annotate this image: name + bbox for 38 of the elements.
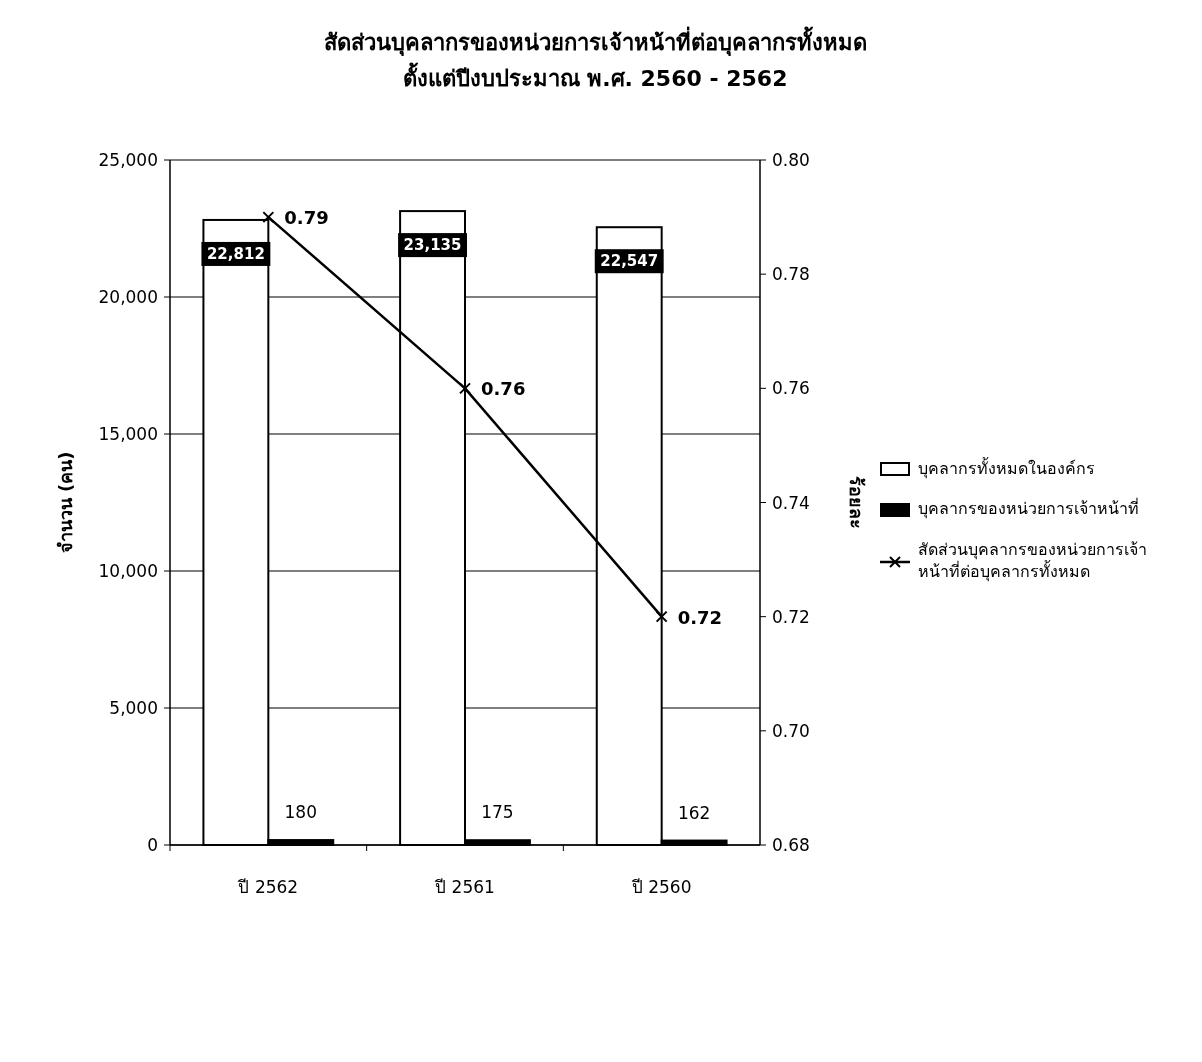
y-tick-label: 25,000 (98, 150, 158, 170)
chart-subtitle: ตั้งแต่ปีงบประมาณ พ.ศ. 2560 - 2562 (402, 62, 788, 91)
y2-tick-label: 0.68 (772, 835, 810, 855)
y2-axis-title: ร้อยละ (846, 476, 867, 529)
y2-tick-label: 0.76 (772, 378, 810, 399)
y-tick-label: 20,000 (98, 287, 158, 307)
y-tick-label: 5,000 (109, 698, 158, 718)
x-tick-label: ปี 2562 (237, 877, 299, 897)
y2-tick-label: 0.80 (772, 150, 810, 170)
data-label: 0.76 (481, 378, 526, 400)
data-label: 0.72 (677, 606, 723, 628)
data-label: 0.79 (284, 207, 329, 229)
y-tick-label: 0 (147, 835, 158, 855)
x-tick-label: ปี 2561 (434, 877, 495, 897)
x-tick-label: ปี 2560 (630, 877, 692, 897)
data-label: 22,547 (600, 252, 659, 271)
legend-label: สัดส่วนบุคลากรของหน่วยการเจ้าหน้าที่ต่อบุคลากรทั้งหมด (918, 538, 1148, 584)
y-tick-label: 15,000 (98, 424, 158, 444)
y2-tick-label: 0.74 (772, 492, 810, 513)
legend-label: บุคลากรของหน่วยการเจ้าหน้าที่ (918, 498, 1140, 521)
y-tick-label: 10,000 (98, 561, 158, 581)
y2-tick-label: 0.70 (772, 720, 810, 741)
data-label: 22,812 (206, 244, 265, 263)
chart-title: สัดส่วนบุคลากรของหน่วยการเจ้าหน้าที่ต่อบุคลากรทั้งหมด (323, 26, 867, 57)
data-label: 23,135 (403, 236, 462, 255)
point (262, 211, 275, 224)
y2-tick-label: 0.72 (772, 606, 810, 627)
label: 23,135 (398, 233, 467, 258)
label: 22,547 (594, 249, 664, 274)
point (459, 382, 471, 395)
data-label: 180 (284, 802, 318, 823)
legend-label: บุคลากรทั้งหมดในองค์กร (918, 458, 1096, 481)
data-label: 162 (677, 802, 711, 823)
label: 22,812 (201, 241, 271, 266)
y-axis-title: จำนวน (คน) (55, 451, 76, 554)
y2-tick-label: 0.78 (772, 264, 810, 285)
point (655, 610, 668, 623)
data-label: 175 (481, 802, 514, 823)
